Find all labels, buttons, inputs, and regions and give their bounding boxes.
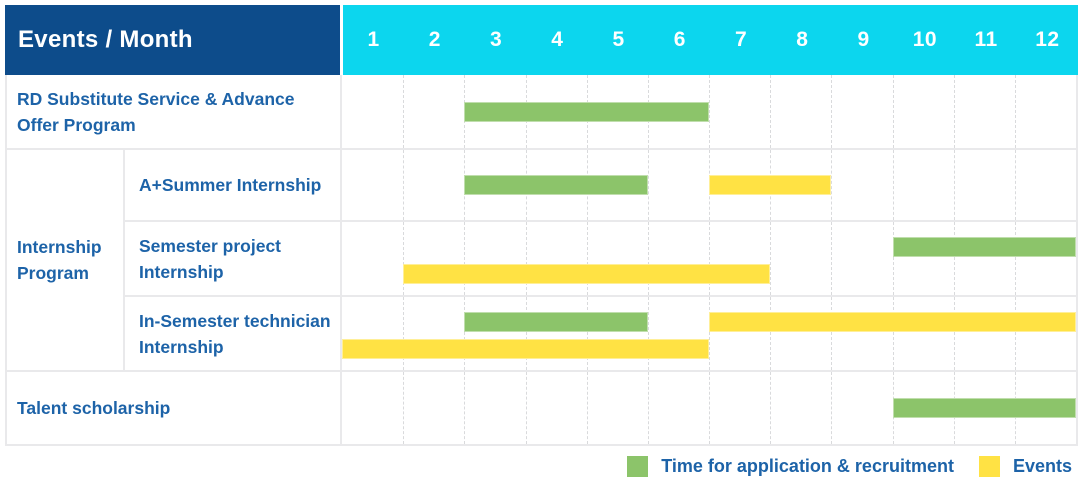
month-gridline <box>403 372 405 444</box>
timeline-grid <box>342 150 1076 220</box>
month-gridline <box>770 372 772 444</box>
gantt-bar-application <box>464 312 648 332</box>
month-gridline <box>1014 297 1016 370</box>
month-gridline <box>892 150 894 220</box>
month-gridline <box>892 222 894 295</box>
month-gridline <box>586 222 588 295</box>
month-gridline <box>1014 150 1016 220</box>
table-body: RD Substitute Service & Advance Offer Pr… <box>5 75 1078 446</box>
gantt-bar-events <box>342 339 709 359</box>
month-gridline <box>831 222 833 295</box>
timeline-grid <box>342 75 1076 148</box>
row-label: Talent scholarship <box>7 372 342 444</box>
row-label: A+Summer Internship <box>125 150 342 220</box>
gantt-bar-application <box>892 398 1076 418</box>
gantt-bar-events <box>403 264 771 284</box>
month-label: 7 <box>735 28 748 51</box>
month-label: 5 <box>612 28 625 51</box>
month-gridline <box>525 222 527 295</box>
row-in-semester-technician-internship: In-Semester technician Internship <box>125 295 1076 370</box>
row-label: RD Substitute Service & Advance Offer Pr… <box>7 75 342 148</box>
month-label: 6 <box>673 28 686 51</box>
row-semester-project-internship: Semester project Internship <box>125 220 1076 295</box>
header-row: Events / Month 1 2 3 4 5 6 7 8 9 10 11 12 <box>5 5 1078 75</box>
gantt-bar-events <box>709 175 832 195</box>
month-gridline <box>953 75 955 148</box>
month-gridline <box>647 150 649 220</box>
table-title: Events / Month <box>5 5 340 75</box>
month-gridline <box>464 372 466 444</box>
gantt-bar-events <box>709 312 1076 332</box>
month-label: 11 <box>974 28 998 51</box>
month-label: 12 <box>1035 28 1060 51</box>
month-gridline <box>892 75 894 148</box>
legend: Time for application & recruitment Events <box>627 456 1072 477</box>
month-gridline <box>770 222 772 295</box>
month-label: 8 <box>796 28 809 51</box>
legend-item-application: Time for application & recruitment <box>627 456 954 477</box>
month-gridline <box>647 222 649 295</box>
legend-swatch-events <box>978 456 1000 477</box>
month-gridline <box>709 297 710 370</box>
month-gridline <box>709 222 710 295</box>
month-gridline <box>831 297 833 370</box>
month-gridline <box>1014 222 1016 295</box>
month-header-row: 1 2 3 4 5 6 7 8 9 10 11 12 <box>343 5 1078 75</box>
month-gridline <box>709 75 710 148</box>
row-label: In-Semester technician Internship <box>125 297 342 370</box>
legend-swatch-application <box>627 456 649 477</box>
month-gridline <box>953 297 955 370</box>
month-gridline <box>953 150 955 220</box>
timeline-grid <box>342 297 1076 370</box>
legend-label: Events <box>1012 456 1072 476</box>
group-internship-program: Internship Program A+Summer Internship S… <box>7 148 1076 372</box>
month-gridline <box>709 372 710 444</box>
month-gridline <box>403 75 405 148</box>
row-label: Semester project Internship <box>125 222 342 295</box>
legend-item-events: Events <box>978 456 1072 477</box>
month-gridline <box>464 222 466 295</box>
row-a-plus-summer-internship: A+Summer Internship <box>125 150 1076 220</box>
month-label: 1 <box>367 28 380 51</box>
gantt-bar-application <box>464 101 709 122</box>
month-gridline <box>647 297 649 370</box>
month-gridline <box>525 372 527 444</box>
month-gridline <box>403 297 405 370</box>
month-gridline <box>586 372 588 444</box>
month-label: 4 <box>551 28 564 51</box>
month-gridline <box>831 372 833 444</box>
month-gridline <box>770 75 772 148</box>
row-talent-scholarship: Talent scholarship <box>7 372 1076 444</box>
month-gridline <box>647 372 649 444</box>
month-label: 2 <box>428 28 441 51</box>
timeline-grid <box>342 222 1076 295</box>
month-label: 9 <box>857 28 870 51</box>
row-rd-substitute-service: RD Substitute Service & Advance Offer Pr… <box>7 75 1076 148</box>
group-rows: A+Summer Internship Semester project Int… <box>125 150 1076 370</box>
month-gridline <box>953 222 955 295</box>
month-label: 3 <box>490 28 503 51</box>
group-label: Internship Program <box>7 150 125 370</box>
month-gridline <box>831 75 833 148</box>
events-schedule-table: Events / Month 1 2 3 4 5 6 7 8 9 10 11 12 RD Substi… <box>5 5 1078 446</box>
month-gridline <box>525 297 527 370</box>
gantt-bar-application <box>892 237 1076 257</box>
month-gridline <box>1014 75 1016 148</box>
legend-label: Time for application & recruitment <box>661 456 954 476</box>
month-gridline <box>770 297 772 370</box>
timeline-grid <box>342 372 1076 444</box>
month-gridline <box>892 297 894 370</box>
month-gridline <box>831 150 833 220</box>
month-gridline <box>464 297 466 370</box>
month-gridline <box>403 222 405 295</box>
month-label: 10 <box>912 28 938 51</box>
month-gridline <box>403 150 405 220</box>
gantt-bar-application <box>464 175 648 195</box>
month-gridline <box>586 297 588 370</box>
